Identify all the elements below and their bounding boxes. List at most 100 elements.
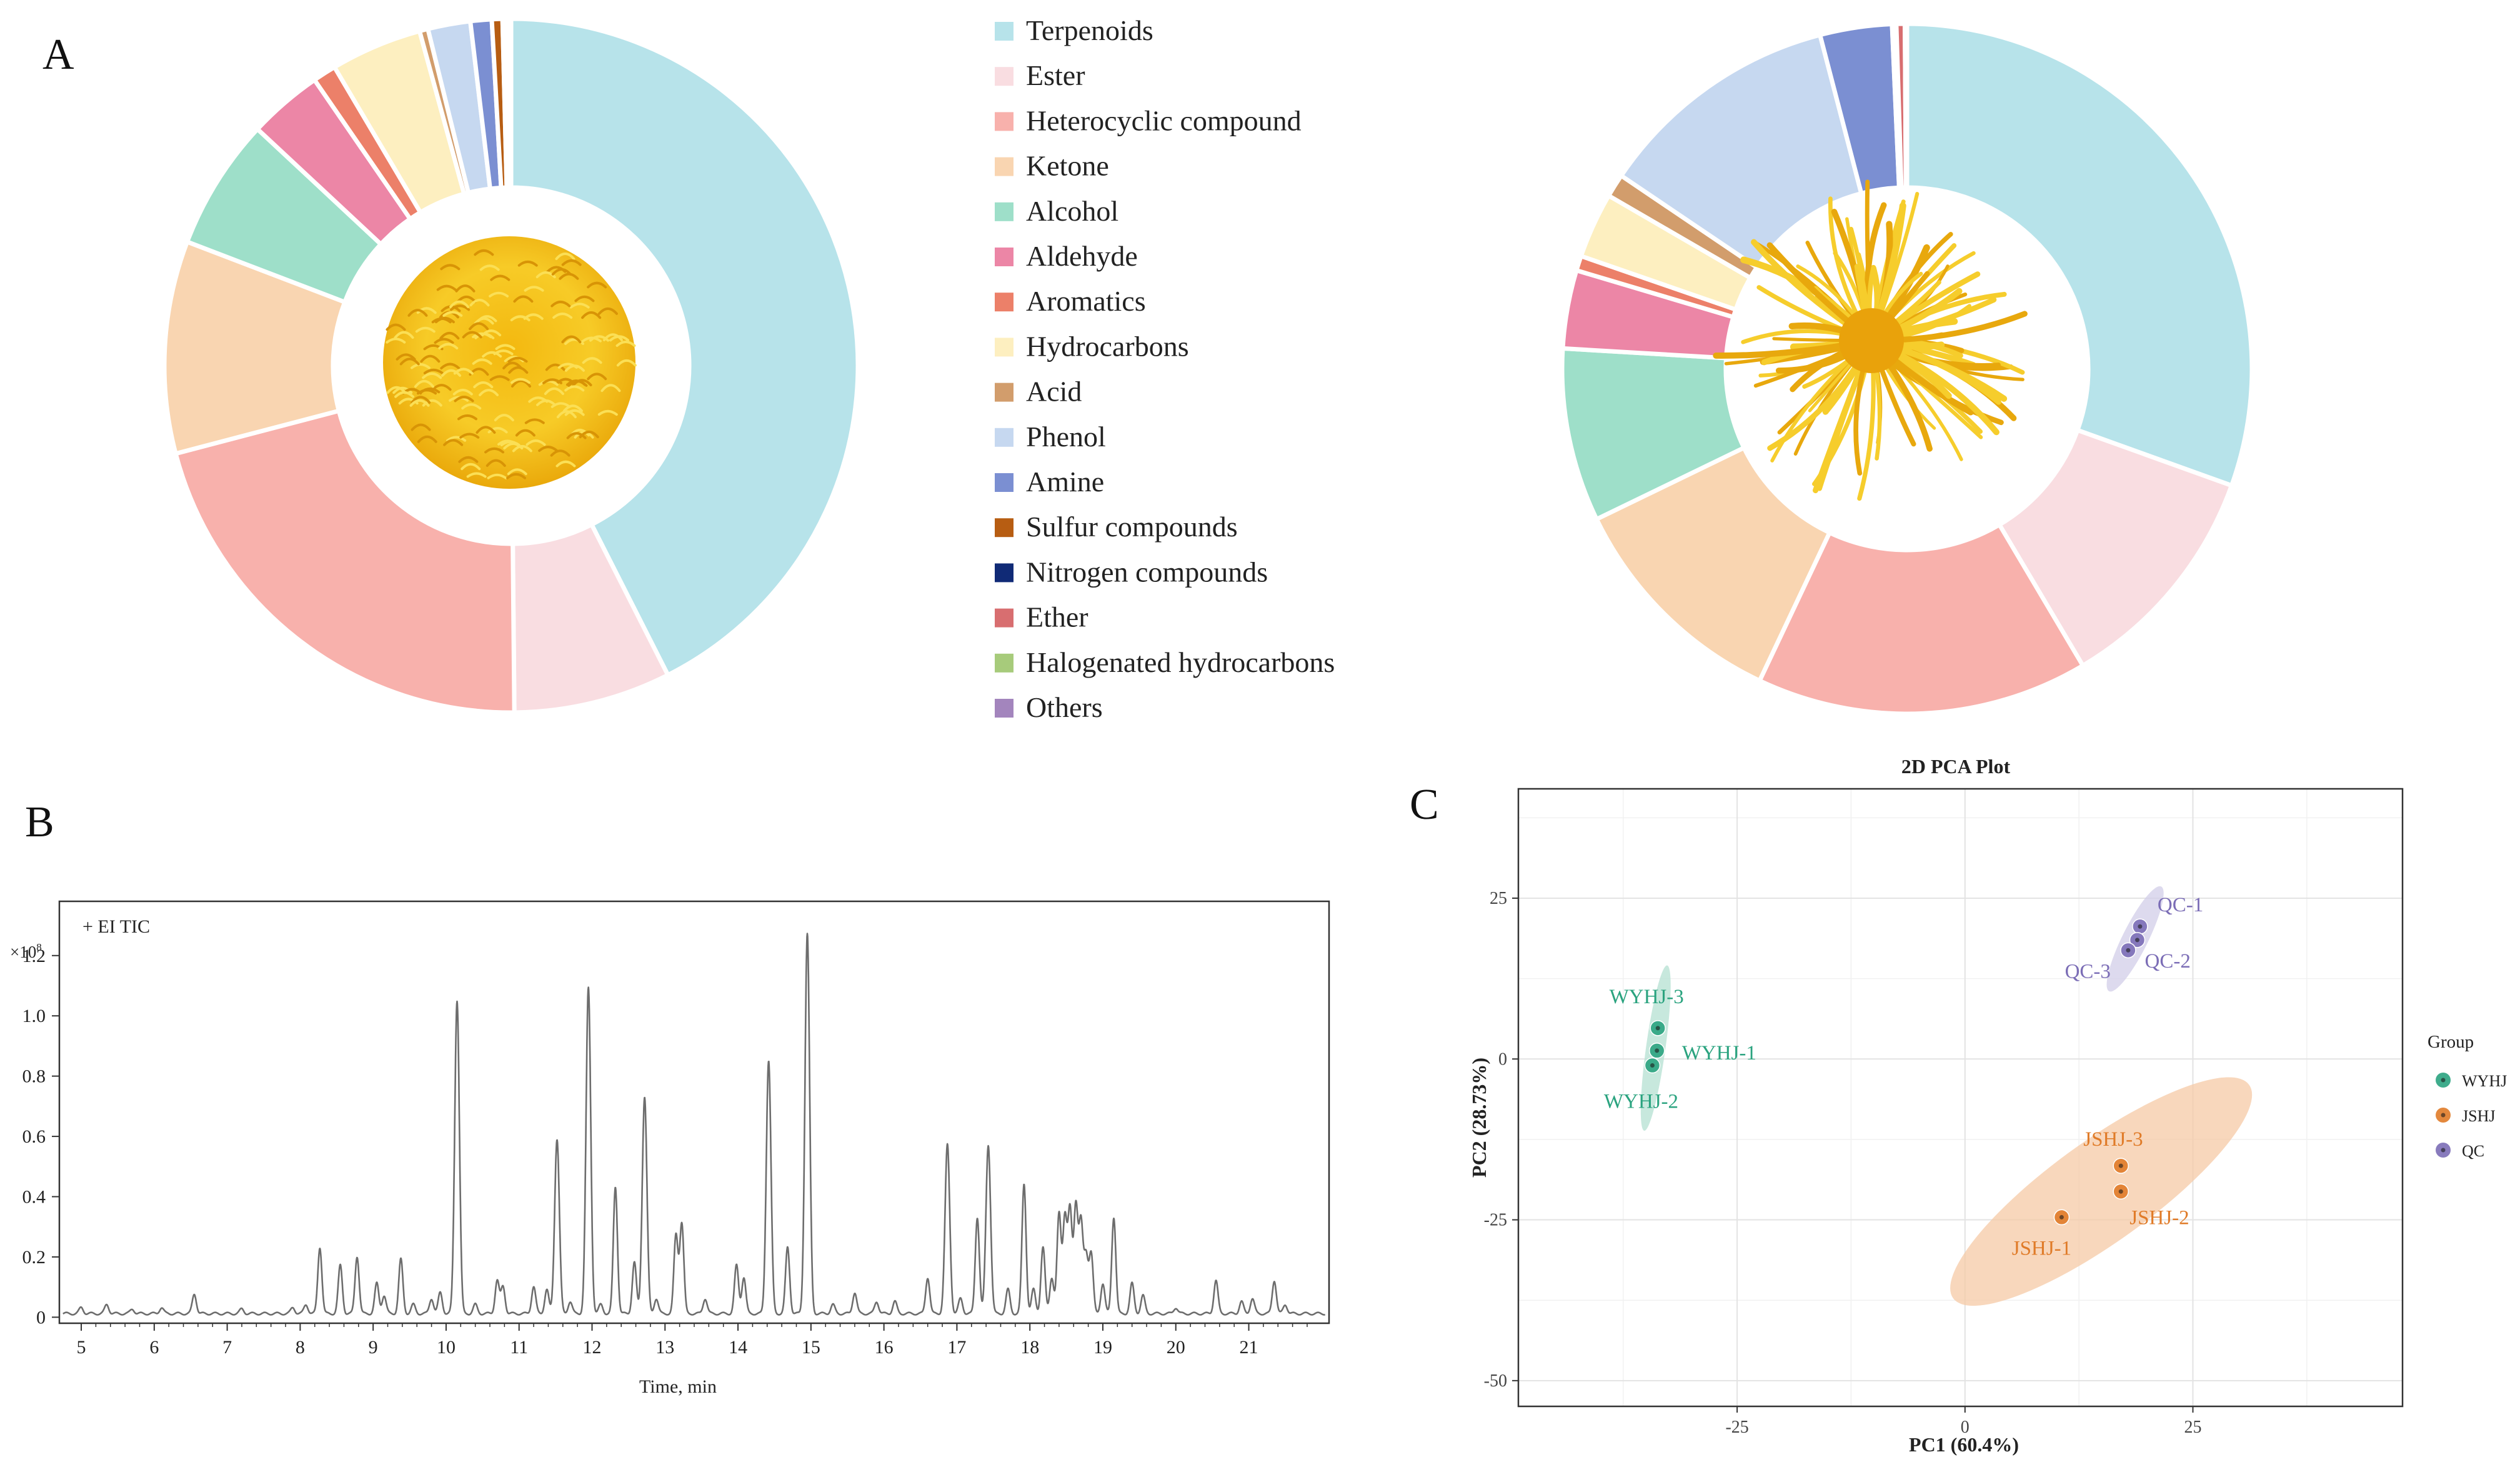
tic-x-tick-label: 7 [222, 1337, 232, 1358]
pca-point-label-qc-1: QC-1 [2158, 894, 2203, 916]
pca-plot: 2D PCA Plot PC1 (60.4%) PC2 (28.73%) Gro… [1468, 755, 2507, 1456]
legend-label-halogenated-hydrocarbons: Halogenated hydrocarbons [1026, 646, 1335, 678]
legend-swatch-nitrogen-compounds [995, 563, 1013, 583]
legend-label-sulfur-compounds: Sulfur compounds [1026, 511, 1238, 543]
legend-label-ester: Ester [1026, 59, 1085, 91]
legend-swatch-phenol [995, 428, 1013, 447]
legend-label-amine: Amine [1026, 466, 1104, 498]
legend-label-aldehyde: Aldehyde [1026, 240, 1138, 272]
legend-label-phenol: Phenol [1026, 421, 1106, 453]
donut-chart-left [162, 16, 860, 715]
legend-swatch-alcohol [995, 202, 1013, 221]
legend-label-terpenoids: Terpenoids [1026, 14, 1153, 46]
legend-label-hydrocarbons: Hydrocarbons [1026, 330, 1189, 362]
legend-label-nitrogen-compounds: Nitrogen compounds [1026, 556, 1268, 588]
tic-x-tick-label: 21 [1240, 1337, 1258, 1358]
tic-annotation: + EI TIC [82, 916, 150, 937]
tic-y-tick-label: 0.8 [22, 1066, 46, 1087]
pca-plot-frame [1517, 788, 2404, 1408]
donut-left-slice-ketone [162, 239, 347, 456]
legend-label-ketone: Ketone [1026, 150, 1109, 182]
legend-swatch-terpenoids [995, 22, 1013, 41]
tic-x-tick-label: 20 [1167, 1337, 1185, 1358]
donut-right-slice-terpenoids [1905, 21, 2254, 488]
tic-y-tick-label: 0.2 [22, 1247, 46, 1268]
legend-label-alcohol: Alcohol [1026, 195, 1118, 227]
pca-legend-label-wyhj: WYHJ [2462, 1072, 2507, 1090]
donut-right-slice-heterocyclic-compound [1757, 522, 2085, 716]
tic-x-tick-label: 14 [729, 1337, 747, 1358]
tic-x-tick-label: 16 [875, 1337, 894, 1358]
legend-swatch-hydrocarbons [995, 338, 1013, 357]
pca-point-label-wyhj-3: WYHJ-3 [1610, 986, 1684, 1008]
pompon-flower-image [383, 236, 637, 489]
legend-label-ether: Ether [1026, 601, 1088, 633]
legend-swatch-ketone [995, 157, 1013, 176]
panel-label-a: A [42, 31, 74, 79]
tic-x-tick-label: 11 [510, 1337, 528, 1358]
legend-swatch-sulfur-compounds [995, 518, 1013, 538]
tic-x-tick-label: 17 [947, 1337, 966, 1358]
legend-swatch-aromatics [995, 293, 1013, 312]
pca-y-tick-label: 25 [1490, 889, 1507, 908]
donut-left-slice-terpenoids [509, 16, 860, 678]
pca-x-tick-label: -25 [1725, 1418, 1748, 1437]
tic-x-tick-label: 15 [802, 1337, 820, 1358]
tic-plot-frame [58, 900, 1330, 1324]
pca-point-label-jshj-1: JSHJ-1 [2012, 1237, 2071, 1259]
pca-legend-title: Group [2428, 1032, 2474, 1052]
donut-left-slice-heterocyclic-compound [173, 408, 517, 715]
pca-y-tick-label: 0 [1498, 1049, 1507, 1069]
donut-left-slice-others [504, 16, 514, 190]
legend-label-heterocyclic-compound: Heterocyclic compound [1026, 104, 1302, 136]
legend-swatch-ether [995, 608, 1013, 628]
tic-x-tick-label: 10 [437, 1337, 456, 1358]
tic-y-multiplier: ×108 [10, 941, 42, 961]
tic-x-tick-label: 6 [149, 1337, 159, 1358]
tic-x-axis-label: Time, min [639, 1376, 717, 1397]
legend-swatch-halogenated-hydrocarbons [995, 653, 1013, 673]
donut-chart-right [1560, 21, 2254, 716]
tic-x-tick-label: 18 [1020, 1337, 1039, 1358]
legend-swatch-heterocyclic-compound [995, 112, 1013, 131]
donut-right-slice-phenol [1619, 33, 1864, 270]
tic-chromatogram: + EI TIC ×108 Time, min 5 6 7 8 9 10 11 12 13 14 1… [10, 900, 1330, 1397]
legend-swatch-others [995, 699, 1013, 718]
donut-right-slice-ketone [1594, 445, 1832, 683]
legend-swatch-acid [995, 383, 1013, 402]
legend: Terpenoids Ester Heterocyclic compound Keto… [995, 14, 1335, 723]
tic-trace [62, 933, 1326, 1316]
pca-point-label-wyhj-2: WYHJ-2 [1604, 1091, 1678, 1113]
legend-swatch-amine [995, 473, 1013, 492]
pca-x-tick-label: 25 [2184, 1418, 2201, 1437]
tic-x-tick-label: 19 [1093, 1337, 1112, 1358]
pca-legend-label-qc: QC [2462, 1142, 2484, 1160]
pca-x-axis-label: PC1 (60.4%) [1909, 1433, 2019, 1456]
pca-point-label-qc-3: QC-3 [2065, 960, 2111, 983]
pca-point-label-qc-2: QC-2 [2145, 950, 2191, 973]
pca-point-label-jshj-2: JSHJ-2 [2129, 1206, 2189, 1229]
tic-x-tick-label: 13 [655, 1337, 674, 1358]
pca-y-axis-label: PC2 (28.73%) [1468, 1058, 1490, 1178]
donut-right-slice-others [1903, 21, 1910, 190]
panel-label-b: B [25, 798, 54, 846]
tic-x-tick-label: 12 [583, 1337, 602, 1358]
tic-y-tick-label: 0.6 [22, 1126, 46, 1147]
legend-label-aromatics: Aromatics [1026, 285, 1146, 317]
tic-x-tick-label: 8 [296, 1337, 305, 1358]
tic-y-tick-label: 0.4 [22, 1187, 46, 1208]
tic-y-tick-label: 1.2 [22, 946, 46, 966]
tic-x-tick-label: 9 [369, 1337, 378, 1358]
pca-title: 2D PCA Plot [1901, 755, 2011, 778]
legend-swatch-ester [995, 67, 1013, 86]
pca-y-tick-label: -50 [1484, 1371, 1507, 1391]
tic-y-tick-label: 0 [36, 1307, 46, 1328]
legend-label-acid: Acid [1026, 376, 1082, 408]
pca-point-label-jshj-3: JSHJ-3 [2083, 1128, 2143, 1151]
pca-x-tick-label: 0 [1961, 1418, 1970, 1437]
panel-label-c: C [1410, 781, 1439, 829]
spider-flower-image [1713, 179, 2028, 501]
pca-point-label-wyhj-1: WYHJ-1 [1682, 1042, 1756, 1064]
tic-x-tick-label: 5 [77, 1337, 86, 1358]
